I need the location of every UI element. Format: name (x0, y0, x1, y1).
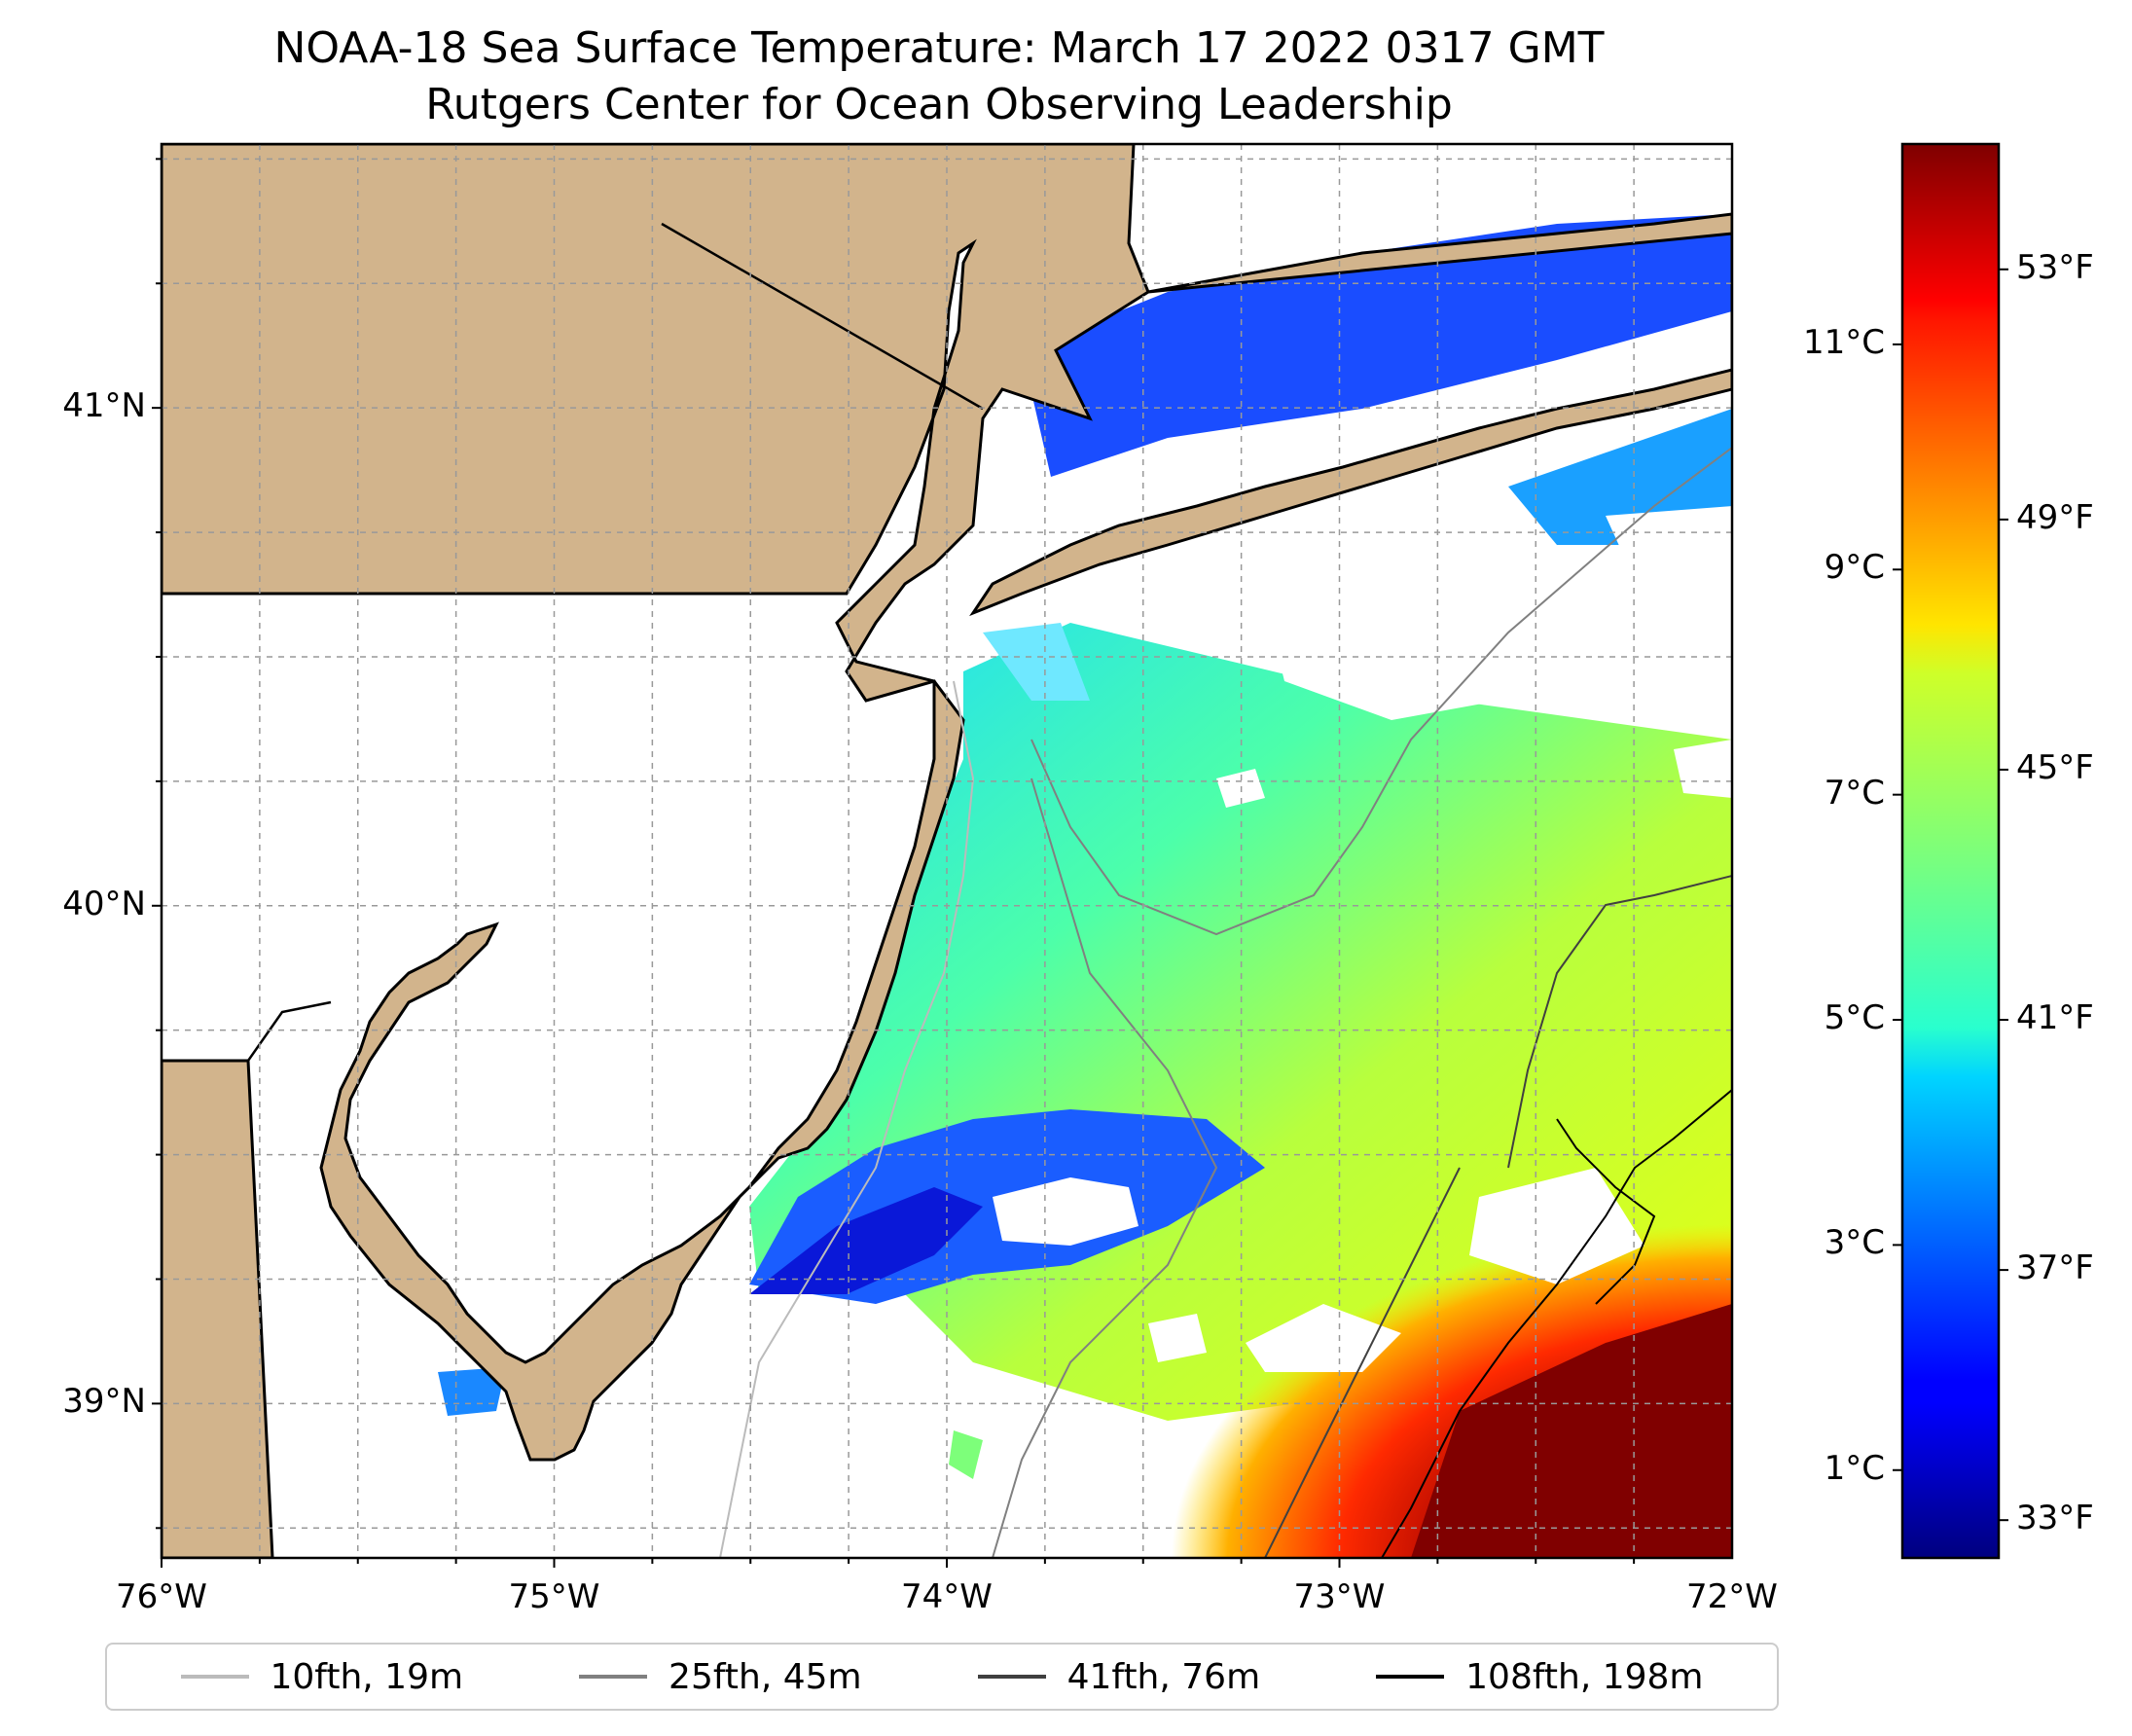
x-tick-label: 75°W (508, 1577, 600, 1616)
y-tick-label: 39°N (62, 1382, 146, 1422)
gridlines (161, 144, 1732, 1558)
colorbar-celsius-label: 1°C (1824, 1448, 1885, 1488)
legend-label-41fth: 41fth, 76m (1066, 1656, 1261, 1697)
x-tick-label: 76°W (116, 1577, 207, 1616)
legend-swatch-41fth (977, 1675, 1046, 1679)
colorbar-celsius-label: 3°C (1824, 1223, 1885, 1263)
x-tick-label: 74°W (901, 1577, 993, 1616)
colorbar-ticks (1893, 268, 2008, 1522)
legend-label-10fth: 10fth, 19m (270, 1656, 464, 1697)
colorbar-fahrenheit-label: 53°F (2016, 247, 2094, 287)
legend-item: 10fth, 19m (180, 1656, 464, 1697)
colorbar-fahrenheit-label: 33°F (2016, 1499, 2094, 1538)
state-borders (162, 222, 984, 1063)
contour-legend: 10fth, 19m 25fth, 45m 41fth, 76m 108fth,… (105, 1643, 1779, 1711)
legend-swatch-108fth (1376, 1675, 1445, 1679)
axis-ticks (152, 158, 1636, 1568)
colorbar (1900, 142, 2001, 1560)
legend-label-108fth: 108fth, 198m (1465, 1656, 1704, 1697)
colorbar-fahrenheit-label: 49°F (2016, 497, 2094, 537)
legend-item: 108fth, 198m (1376, 1656, 1704, 1697)
legend-item: 25fth, 45m (579, 1657, 862, 1697)
map-plot-area (162, 144, 1732, 1558)
legend-label-25fth: 25fth, 45m (669, 1656, 862, 1697)
legend-item: 41fth, 76m (977, 1656, 1261, 1697)
x-tick-label: 73°W (1293, 1577, 1386, 1616)
colorbar-fahrenheit-label: 45°F (2016, 747, 2094, 787)
y-tick-label: 40°N (62, 884, 146, 923)
colorbar-celsius-label: 9°C (1824, 548, 1885, 588)
colorbar-fahrenheit-label: 37°F (2016, 1248, 2094, 1288)
chart-subtitle: Rutgers Center for Ocean Observing Leade… (425, 80, 1453, 129)
y-tick-label: 41°N (62, 386, 146, 426)
colorbar-fahrenheit-label: 41°F (2016, 998, 2094, 1038)
colorbar-celsius-label: 5°C (1824, 998, 1885, 1038)
bathymetry-contours (719, 447, 1732, 1558)
legend-swatch-10fth (180, 1675, 249, 1679)
colorbar-celsius-label: 7°C (1824, 773, 1885, 813)
chart-title: NOAA-18 Sea Surface Temperature: March 1… (273, 23, 1605, 73)
x-tick-label: 72°W (1686, 1577, 1778, 1616)
land-areas (162, 144, 1732, 1558)
colorbar-celsius-label: 11°C (1802, 322, 1885, 362)
legend-swatch-25fth (579, 1675, 648, 1679)
